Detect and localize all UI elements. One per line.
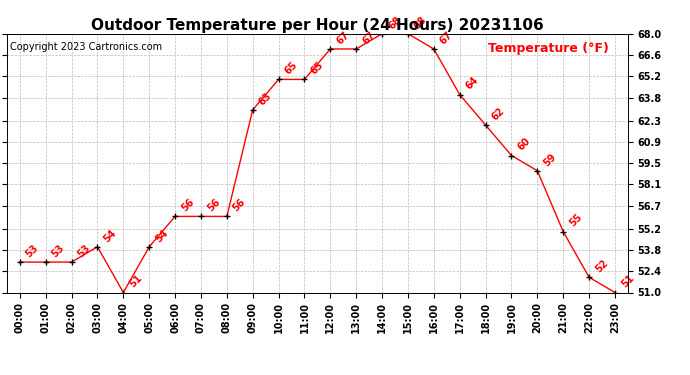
Text: 56: 56	[231, 197, 248, 214]
Text: 59: 59	[542, 152, 558, 168]
Text: 56: 56	[205, 197, 221, 214]
Text: 65: 65	[308, 60, 325, 76]
Text: 51: 51	[619, 273, 635, 290]
Text: 63: 63	[257, 90, 273, 107]
Text: 60: 60	[515, 136, 532, 153]
Text: 53: 53	[24, 243, 41, 259]
Text: 64: 64	[464, 75, 480, 92]
Text: 53: 53	[50, 243, 66, 259]
Text: 62: 62	[490, 106, 506, 122]
Title: Outdoor Temperature per Hour (24 Hours) 20231106: Outdoor Temperature per Hour (24 Hours) …	[91, 18, 544, 33]
Text: 67: 67	[360, 30, 377, 46]
Text: Temperature (°F): Temperature (°F)	[489, 42, 609, 54]
Text: 52: 52	[593, 258, 610, 274]
Text: 67: 67	[335, 30, 351, 46]
Text: 55: 55	[567, 212, 584, 229]
Text: 56: 56	[179, 197, 196, 214]
Text: 67: 67	[438, 30, 455, 46]
Text: 68: 68	[386, 14, 403, 31]
Text: 68: 68	[412, 14, 428, 31]
Text: 53: 53	[76, 243, 92, 259]
Text: 51: 51	[128, 273, 144, 290]
Text: 54: 54	[101, 228, 118, 244]
Text: Copyright 2023 Cartronics.com: Copyright 2023 Cartronics.com	[10, 42, 162, 51]
Text: 54: 54	[153, 228, 170, 244]
Text: 65: 65	[283, 60, 299, 76]
